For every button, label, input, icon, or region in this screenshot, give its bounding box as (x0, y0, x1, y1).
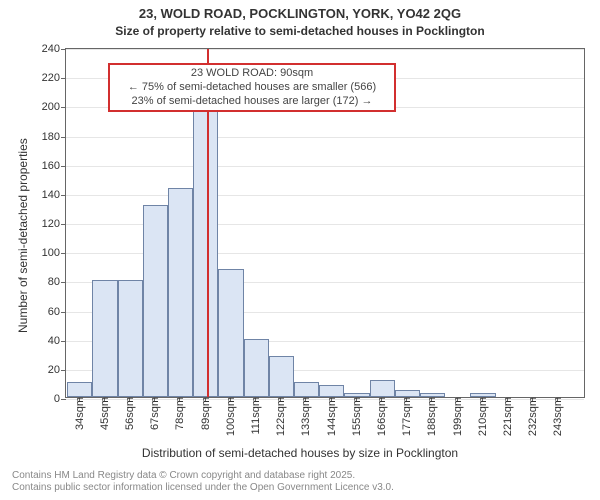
histogram-bar (294, 382, 319, 397)
x-tick-label: 188sqm (424, 397, 438, 436)
x-tick-label: 78sqm (172, 397, 186, 430)
y-tick-label: 40 (48, 335, 66, 347)
y-tick-label: 180 (42, 131, 66, 143)
footer-line2: Contains public sector information licen… (12, 482, 394, 494)
x-tick-label: 133sqm (298, 397, 312, 436)
histogram-bar (244, 339, 269, 397)
histogram-bar (118, 280, 143, 397)
annotation-box: 23 WOLD ROAD: 90sqm← 75% of semi-detache… (108, 63, 396, 112)
x-tick-label: 122sqm (273, 397, 287, 436)
x-tick-label: 89sqm (198, 397, 212, 430)
histogram-bar (370, 380, 395, 398)
y-tick-label: 0 (54, 393, 66, 405)
y-tick-label: 160 (42, 160, 66, 172)
y-tick-label: 60 (48, 306, 66, 318)
annotation-line3: 23% of semi-detached houses are larger (… (114, 95, 390, 109)
x-axis-label: Distribution of semi-detached houses by … (0, 446, 600, 460)
x-tick-label: 67sqm (147, 397, 161, 430)
chart-title-line2: Size of property relative to semi-detach… (0, 24, 600, 38)
gridline (66, 137, 584, 138)
gridline (66, 49, 584, 50)
histogram-bar (470, 393, 495, 397)
y-tick-label: 100 (42, 247, 66, 259)
footer-text: Contains HM Land Registry data © Crown c… (12, 470, 394, 494)
y-tick-label: 140 (42, 189, 66, 201)
x-tick-label: 155sqm (349, 397, 363, 436)
chart-title-line1: 23, WOLD ROAD, POCKLINGTON, YORK, YO42 2… (0, 6, 600, 21)
y-axis-label: Number of semi-detached properties (16, 138, 30, 333)
histogram-bar (92, 280, 117, 397)
x-tick-label: 45sqm (97, 397, 111, 430)
x-tick-label: 144sqm (324, 397, 338, 436)
annotation-line1: 23 WOLD ROAD: 90sqm (114, 67, 390, 81)
histogram-bar (420, 393, 445, 397)
y-tick-label: 200 (42, 101, 66, 113)
histogram-bar (168, 188, 193, 397)
y-tick-label: 120 (42, 218, 66, 230)
x-tick-label: 199sqm (450, 397, 464, 436)
y-tick-label: 80 (48, 276, 66, 288)
histogram-bar (395, 390, 420, 397)
histogram-bar (319, 385, 344, 397)
plot-area: 02040608010012014016018020022024034sqm45… (65, 48, 585, 398)
x-tick-label: 111sqm (248, 397, 262, 435)
x-tick-label: 210sqm (475, 397, 489, 436)
x-tick-label: 34sqm (72, 397, 86, 430)
footer-line1: Contains HM Land Registry data © Crown c… (12, 470, 394, 482)
y-tick-label: 220 (42, 72, 66, 84)
x-tick-label: 56sqm (122, 397, 136, 430)
y-tick-label: 20 (48, 364, 66, 376)
histogram-bar (218, 269, 243, 397)
x-tick-label: 232sqm (525, 397, 539, 436)
x-tick-label: 100sqm (223, 397, 237, 436)
histogram-bar (143, 205, 168, 398)
x-tick-label: 177sqm (399, 397, 413, 436)
histogram-bar (344, 393, 369, 397)
chart-container: 23, WOLD ROAD, POCKLINGTON, YORK, YO42 2… (0, 0, 600, 500)
x-tick-label: 243sqm (550, 397, 564, 436)
histogram-bar (67, 382, 92, 397)
histogram-bar (193, 108, 218, 397)
histogram-bar (269, 356, 294, 397)
gridline (66, 166, 584, 167)
y-tick-label: 240 (42, 43, 66, 55)
annotation-line2: ← 75% of semi-detached houses are smalle… (114, 81, 390, 95)
x-tick-label: 221sqm (500, 397, 514, 436)
x-tick-label: 166sqm (374, 397, 388, 436)
gridline (66, 195, 584, 196)
